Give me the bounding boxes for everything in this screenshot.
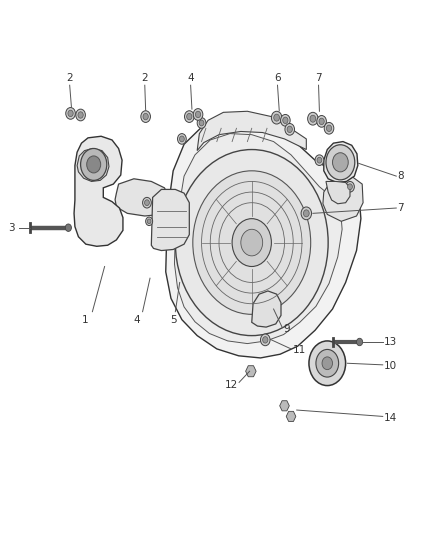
Circle shape [184, 111, 194, 123]
Circle shape [322, 357, 332, 369]
Text: 2: 2 [141, 73, 148, 83]
Circle shape [66, 108, 75, 119]
Circle shape [310, 115, 316, 122]
Text: 10: 10 [384, 361, 397, 372]
Polygon shape [77, 149, 109, 181]
Circle shape [301, 207, 311, 220]
Circle shape [309, 341, 346, 385]
Circle shape [68, 110, 73, 117]
Text: 4: 4 [187, 73, 194, 83]
Circle shape [346, 181, 354, 192]
Polygon shape [323, 175, 363, 221]
Polygon shape [174, 134, 342, 344]
Circle shape [146, 217, 152, 225]
Text: 14: 14 [384, 413, 397, 423]
Circle shape [263, 337, 268, 343]
Circle shape [317, 116, 326, 127]
Circle shape [175, 150, 328, 336]
Circle shape [319, 118, 324, 125]
Text: 2: 2 [67, 73, 73, 83]
Polygon shape [151, 189, 189, 251]
Text: 5: 5 [170, 316, 177, 326]
Text: 6: 6 [274, 73, 281, 83]
Text: 7: 7 [315, 73, 322, 83]
Polygon shape [280, 401, 289, 411]
Text: 8: 8 [397, 171, 404, 181]
Polygon shape [286, 411, 296, 422]
Circle shape [315, 155, 324, 165]
Polygon shape [74, 136, 123, 246]
Circle shape [326, 125, 332, 132]
Polygon shape [166, 120, 361, 358]
Circle shape [197, 118, 206, 128]
Circle shape [177, 134, 186, 144]
Circle shape [261, 334, 270, 346]
Circle shape [232, 219, 272, 266]
Polygon shape [252, 291, 281, 327]
Text: 4: 4 [134, 316, 140, 326]
Circle shape [143, 114, 148, 120]
Circle shape [348, 184, 353, 190]
Circle shape [304, 210, 309, 217]
Circle shape [65, 224, 71, 231]
Circle shape [143, 197, 151, 208]
Circle shape [141, 111, 150, 123]
Circle shape [316, 350, 339, 377]
Text: 12: 12 [225, 379, 238, 390]
Text: 9: 9 [284, 324, 290, 334]
Circle shape [317, 157, 322, 163]
Circle shape [281, 115, 290, 126]
Circle shape [274, 114, 279, 121]
Circle shape [81, 149, 107, 180]
Circle shape [357, 338, 363, 346]
Polygon shape [326, 181, 350, 204]
Circle shape [193, 109, 203, 120]
Circle shape [199, 120, 204, 126]
Polygon shape [324, 142, 358, 182]
Circle shape [145, 200, 149, 206]
Circle shape [187, 114, 192, 120]
Circle shape [87, 156, 101, 173]
Polygon shape [197, 111, 306, 151]
Circle shape [195, 111, 201, 118]
Circle shape [272, 111, 282, 124]
Text: 7: 7 [397, 203, 404, 213]
Circle shape [76, 109, 85, 121]
Circle shape [324, 123, 334, 134]
Circle shape [78, 112, 83, 118]
Text: 1: 1 [82, 316, 89, 326]
Circle shape [307, 112, 318, 125]
Circle shape [283, 117, 288, 124]
Circle shape [180, 136, 184, 142]
Circle shape [326, 145, 355, 180]
Circle shape [241, 229, 263, 256]
Text: 13: 13 [384, 337, 397, 347]
Circle shape [193, 171, 311, 314]
Circle shape [332, 153, 348, 172]
Polygon shape [115, 179, 170, 216]
Text: 3: 3 [8, 223, 15, 233]
Circle shape [147, 219, 151, 224]
Text: 11: 11 [292, 345, 306, 356]
Circle shape [285, 124, 294, 135]
Polygon shape [246, 366, 256, 377]
Circle shape [287, 126, 293, 133]
